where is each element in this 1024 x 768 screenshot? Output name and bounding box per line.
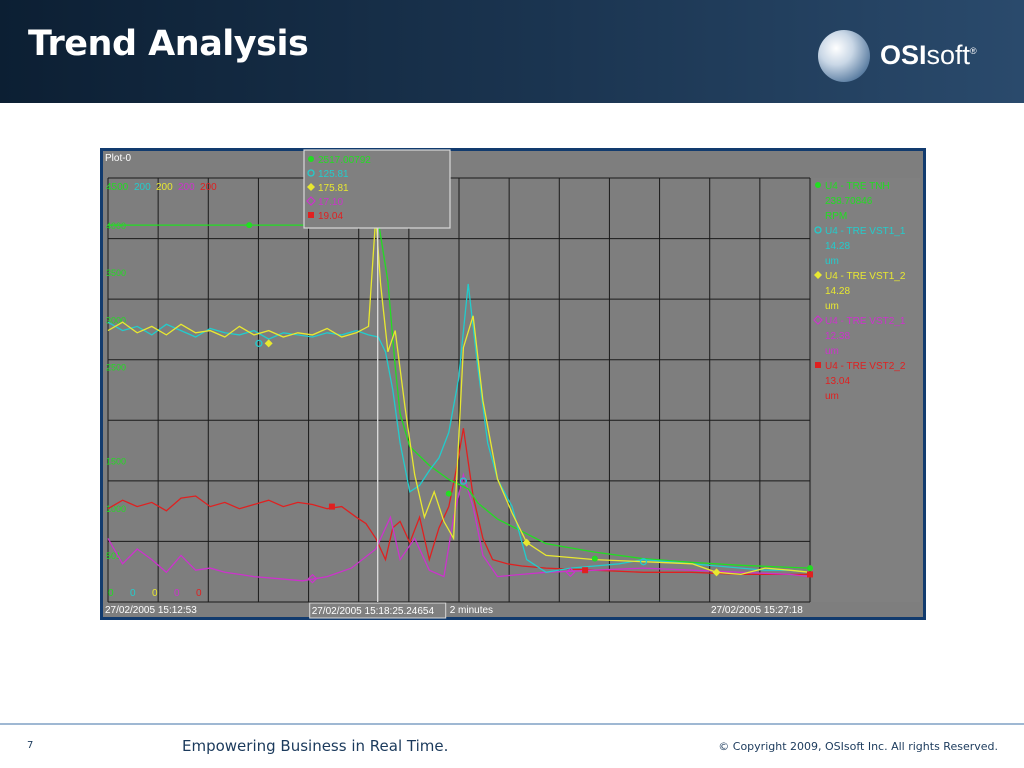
legend-series-name: U4 - TRE VST2_2 <box>825 361 906 372</box>
slide-title: Trend Analysis <box>28 24 309 64</box>
scale-bottom-label: 0 <box>152 588 158 599</box>
series-marker <box>307 169 315 177</box>
series-marker <box>308 212 314 218</box>
trend-plot: Plot-0 4500 200 200 200 200 0 0 0 0 0 4000 3500 3000 2… <box>100 148 926 620</box>
series-marker <box>264 339 273 348</box>
x-start-time-label: 27/02/2005 15:12:53 <box>105 605 197 616</box>
series-marker <box>445 490 452 497</box>
series-line <box>107 216 811 576</box>
series-line <box>108 219 811 569</box>
legend-series-unit: RPM <box>825 211 847 222</box>
series-marker <box>307 573 318 584</box>
series-marker <box>246 222 253 229</box>
series-line <box>107 428 810 576</box>
cursor-value: 175.81 <box>318 183 349 194</box>
legend-series-name: U4 - TRE TNH <box>825 181 890 192</box>
trend-plot-canvas: Plot-0 4500 200 200 200 200 0 0 0 0 0 4000 3500 3000 2… <box>103 149 923 619</box>
legend-panel <box>812 178 920 602</box>
legend-series-value: 13.04 <box>825 376 850 387</box>
series-marker <box>807 565 813 572</box>
series-marker <box>814 226 822 234</box>
page-number: 7 <box>27 740 34 751</box>
footer-divider <box>0 723 1024 725</box>
cursor-time-box <box>309 602 447 619</box>
series-marker <box>815 362 821 368</box>
scale-top-label: 4500 <box>106 182 129 193</box>
series-line <box>107 283 811 573</box>
y-tick-label: 3500 <box>106 268 126 278</box>
series-marker <box>815 182 821 188</box>
series-marker <box>807 571 813 578</box>
y-tick-label: 3000 <box>106 315 126 325</box>
legend-series-value: 14.28 <box>825 286 850 297</box>
legend-series-name: U4 - TRE VST2_1 <box>825 316 906 327</box>
cursor-value: 19.04 <box>318 211 343 222</box>
series-marker <box>814 271 822 279</box>
series-marker <box>582 567 589 574</box>
scale-top-label: 200 <box>200 182 217 193</box>
series-marker <box>522 538 531 547</box>
legend-series-unit: um <box>825 301 839 312</box>
title-bar: Trend Analysis OSIsoft® <box>0 0 1024 103</box>
osisoft-logo: OSIsoft® <box>818 30 990 86</box>
scale-top-label: 200 <box>134 182 151 193</box>
y-tick-label: 501 <box>106 551 121 561</box>
scale-top-label: 200 <box>156 182 173 193</box>
legend-series-unit: um <box>825 391 839 402</box>
cursor-value-box <box>303 149 451 229</box>
scale-bottom-label: 0 <box>108 588 114 599</box>
series-line <box>107 472 811 582</box>
osisoft-logo-text: OSIsoft® <box>880 40 977 70</box>
legend-series-value: 238.70846 <box>825 196 873 207</box>
legend-series-unit: um <box>825 256 839 267</box>
series-marker <box>255 339 263 348</box>
legend-series-value: 12.38 <box>825 331 850 342</box>
legend-series-value: 14.28 <box>825 241 850 252</box>
series-marker <box>459 477 468 485</box>
scale-bottom-label: 0 <box>196 588 202 599</box>
series-marker <box>308 156 314 162</box>
footer-copyright: © Copyright 2009, OSIsoft Inc. All right… <box>718 740 998 753</box>
legend-series-name: U4 - TRE VST1_1 <box>825 226 906 237</box>
series-marker <box>328 503 335 510</box>
series-marker <box>712 568 721 577</box>
scale-top-label: 200 <box>178 182 195 193</box>
plot-title: Plot-0 <box>105 153 132 164</box>
time-span-label: 2 minutes <box>450 605 493 616</box>
series-marker <box>591 555 598 562</box>
y-tick-label: 1500 <box>106 457 126 467</box>
y-tick-label: 4000 <box>106 221 126 231</box>
plot-background <box>103 151 923 617</box>
x-end-time-label: 27/02/2005 15:27:18 <box>711 605 803 616</box>
cursor-time-label: 27/02/2005 15:18:25.24654 <box>312 606 435 617</box>
y-tick-label: 1000 <box>106 504 126 514</box>
series-marker <box>307 183 315 191</box>
osisoft-logo-mark-icon <box>818 30 870 82</box>
series-marker <box>565 567 576 578</box>
scale-bottom-label: 0 <box>174 588 180 599</box>
legend-series-name: U4 - TRE VST1_2 <box>825 271 906 282</box>
legend-series-unit: um <box>825 346 839 357</box>
series-marker <box>813 315 823 325</box>
cursor-value: 2517.00792 <box>318 155 371 166</box>
series-marker <box>306 196 316 206</box>
cursor-value: 125.81 <box>318 169 349 180</box>
scale-bottom-label: 0 <box>130 588 136 599</box>
footer-tagline: Empowering Business in Real Time. <box>182 737 449 755</box>
series-marker <box>639 558 648 566</box>
cursor-value: 17.10 <box>318 197 343 208</box>
y-tick-label: 2500 <box>106 362 126 372</box>
